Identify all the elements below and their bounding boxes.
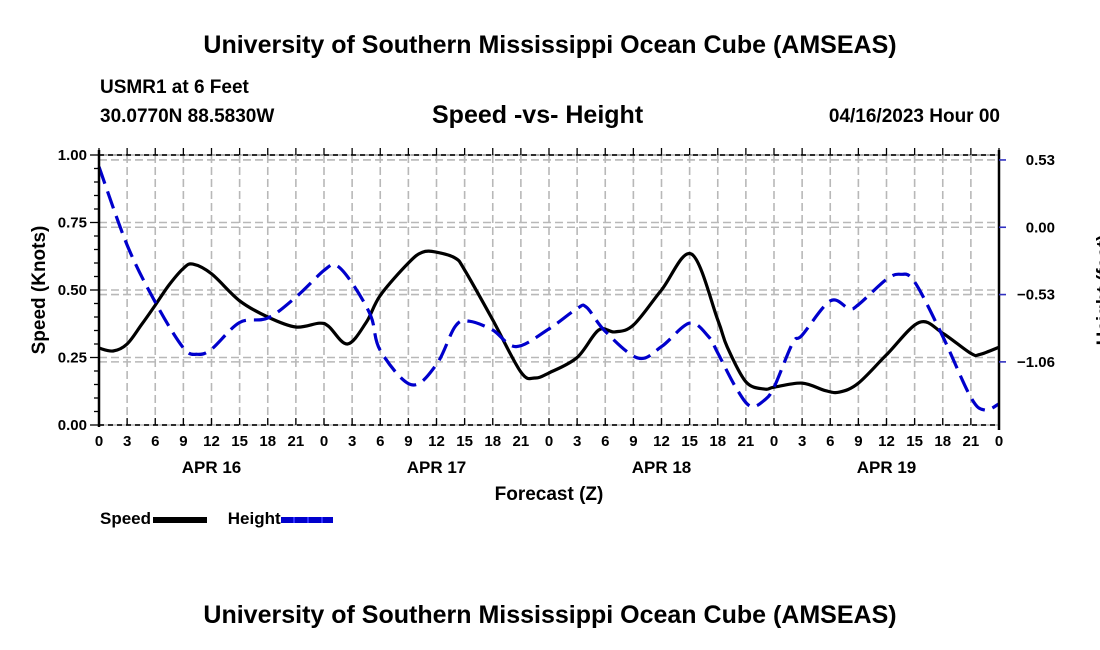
axes [90, 148, 1006, 430]
legend-item-speed: Speed [100, 509, 212, 528]
day-label: APR 16 [182, 458, 242, 477]
x-tick-label: 21 [288, 433, 305, 450]
x-axis-title: Forecast (Z) [495, 484, 604, 505]
x-tick-label: 9 [854, 433, 862, 450]
x-tick-label: 21 [738, 433, 755, 450]
x-tick-label: 18 [934, 433, 951, 450]
series-line-speed [98, 249, 1000, 395]
y2-tick-label: 0.00 [1026, 219, 1055, 236]
day-label: APR 17 [407, 458, 467, 477]
x-tick-label: 9 [404, 433, 412, 450]
day-label: APR 19 [857, 458, 917, 477]
grid-lines [99, 154, 999, 425]
x-tick-label: 9 [179, 433, 187, 450]
y-tick-label: 1.00 [58, 147, 87, 164]
y2-tick-label: 0.53 [1026, 152, 1055, 169]
x-tick-label: 3 [573, 433, 581, 450]
x-tick-label: 6 [601, 433, 609, 450]
y-axis-title: Speed (Knots) [29, 226, 50, 355]
station-label: USMR1 at 6 Feet [100, 77, 249, 98]
legend-swatch-height [280, 516, 333, 523]
x-tick-label: 15 [231, 433, 248, 450]
y-tick-label: 0.75 [58, 215, 87, 232]
x-tick-label: 15 [681, 433, 698, 450]
x-tick-label: 18 [484, 433, 501, 450]
x-tick-label: 3 [798, 433, 806, 450]
x-tick-label: 3 [348, 433, 356, 450]
x-tick-label: 12 [203, 433, 220, 450]
y-tick-label: 0.00 [58, 417, 87, 434]
series-line-height [97, 166, 1000, 412]
legend: Speed Height [100, 509, 333, 529]
x-tick-label: 12 [653, 433, 670, 450]
x-tick-label: 0 [545, 433, 553, 450]
x-tick-label: 15 [456, 433, 473, 450]
day-label: APR 18 [632, 458, 692, 477]
coordinates-label: 30.0770N 88.5830W [100, 106, 275, 127]
x-tick-label: 0 [995, 433, 1003, 450]
x-tick-label: 6 [376, 433, 384, 450]
x-tick-label: 18 [709, 433, 726, 450]
x-tick-label: 6 [151, 433, 159, 450]
y-tick-label: 0.50 [58, 282, 87, 299]
y2-tick-label: −1.06 [1017, 354, 1055, 371]
legend-label-height: Height [227, 509, 281, 528]
y2-tick-label: −0.53 [1017, 287, 1055, 304]
legend-label-speed: Speed [100, 509, 152, 528]
x-tick-label: 21 [963, 433, 980, 450]
x-tick-label: 21 [513, 433, 530, 450]
main-title: University of Southern Mississippi Ocean… [203, 31, 897, 59]
chart-title: Speed -vs- Height [432, 101, 644, 129]
legend-item-height: Height [228, 509, 333, 528]
series-layer [97, 166, 1000, 412]
x-tick-label: 12 [428, 433, 445, 450]
axis-labels: 0 3 6 9 12 15 18 21 0 3 6 9 12 15 18 21 0 3 6 9 12 15 18 21 0 3 6 9… [58, 147, 1055, 477]
footer-title: University of Southern Mississippi Ocean… [203, 601, 897, 629]
y2-axis-title: Height (feet) [1094, 235, 1100, 346]
x-tick-label: 18 [259, 433, 276, 450]
legend-swatch-speed [153, 516, 208, 523]
x-tick-label: 0 [95, 433, 103, 450]
x-tick-label: 6 [826, 433, 834, 450]
x-tick-label: 12 [878, 433, 895, 450]
x-tick-label: 0 [320, 433, 328, 450]
x-tick-label: 3 [123, 433, 131, 450]
x-tick-label: 15 [906, 433, 923, 450]
y-tick-label: 0.25 [58, 350, 87, 367]
datetime-label: 04/16/2023 Hour 00 [828, 106, 1000, 127]
x-tick-label: 0 [770, 433, 778, 450]
x-tick-label: 9 [629, 433, 637, 450]
